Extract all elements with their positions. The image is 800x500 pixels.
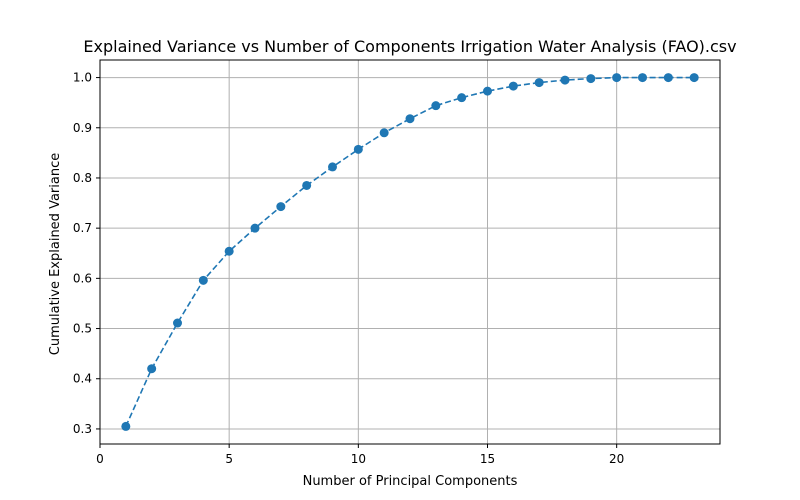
data-point [147, 364, 157, 374]
y-tick-label: 0.4 [73, 372, 92, 386]
data-point [173, 318, 182, 328]
data-point [612, 73, 622, 83]
data-point [508, 81, 518, 91]
data-point [121, 421, 131, 431]
data-point [224, 246, 234, 256]
x-tick-label: 15 [480, 452, 495, 466]
data-point [250, 223, 260, 233]
y-tick-label: 0.9 [73, 121, 92, 135]
data-point [483, 86, 492, 96]
data-point [353, 144, 363, 154]
data-point [431, 101, 441, 111]
data-point [560, 75, 570, 85]
data-point [638, 73, 647, 83]
y-tick-label: 1.0 [73, 71, 92, 85]
plot-frame [99, 59, 721, 445]
y-tick-label: 0.6 [73, 271, 92, 285]
data-point [534, 78, 544, 88]
data-point [328, 162, 337, 172]
y-tick-label: 0.3 [73, 422, 92, 436]
data-point [663, 73, 673, 83]
data-point [302, 180, 312, 190]
data-point [276, 202, 286, 212]
x-axis-label: Number of Principal Components [303, 474, 518, 489]
x-tick-label: 5 [225, 452, 233, 466]
x-tick-label: 0 [96, 452, 104, 466]
x-tick-label: 20 [609, 452, 624, 466]
y-axis-label: Cumulative Explained Variance [48, 153, 63, 355]
series-layer [121, 73, 699, 431]
data-point [379, 128, 389, 138]
data-point [457, 93, 467, 103]
data-point [689, 73, 699, 83]
x-tick-label: 10 [351, 452, 366, 466]
y-tick-label: 0.8 [73, 171, 92, 185]
data-point [586, 74, 596, 84]
y-tick-label: 0.5 [73, 322, 92, 336]
data-point [198, 275, 208, 285]
series-line [125, 76, 695, 427]
y-tick-label: 0.7 [73, 221, 92, 235]
data-point [405, 114, 415, 124]
chart-title: Explained Variance vs Number of Componen… [83, 37, 736, 56]
axis-layer: 0 5 10 15 20 0.3 0.4 0.5 0.6 0.7 0.8 0.9 1.0 [73, 59, 721, 466]
